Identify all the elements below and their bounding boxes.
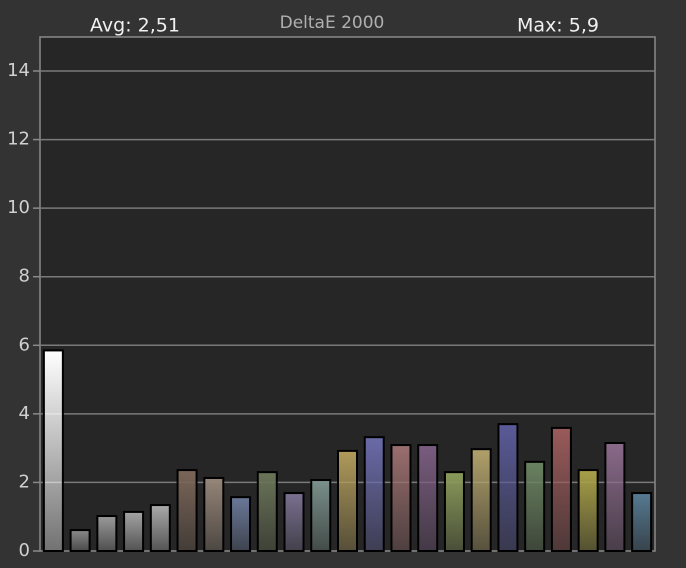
y-tick-label: 4 [19, 403, 30, 424]
y-tick-label: 2 [19, 471, 30, 492]
bar [176, 469, 198, 553]
bar [363, 436, 385, 552]
bar [96, 515, 118, 552]
bar [417, 444, 439, 552]
bar [443, 471, 465, 552]
bar [497, 423, 519, 552]
bar [283, 492, 305, 552]
bar [524, 460, 546, 553]
y-tick-label: 12 [7, 129, 30, 150]
bar [470, 448, 492, 552]
bar [149, 504, 171, 552]
bar [550, 426, 572, 552]
y-tick-label: 10 [7, 197, 30, 218]
bar [203, 476, 225, 553]
bar [230, 496, 252, 552]
bar [577, 469, 599, 553]
bar [631, 492, 653, 552]
y-tick-label: 6 [19, 334, 30, 355]
bar [390, 444, 412, 552]
y-tick-label: 0 [19, 540, 30, 561]
bar [123, 510, 145, 552]
bar [42, 349, 64, 552]
bar [604, 442, 626, 552]
bar [310, 479, 332, 552]
max-label: Max: 5,9 [517, 15, 599, 37]
avg-label: Avg: 2,51 [90, 15, 180, 37]
bar [256, 471, 278, 552]
bar [69, 529, 91, 552]
y-tick-label: 14 [7, 60, 30, 81]
y-tick-label: 8 [19, 266, 30, 287]
chart-title: DeltaE 2000 [280, 13, 385, 33]
bar [337, 449, 358, 552]
